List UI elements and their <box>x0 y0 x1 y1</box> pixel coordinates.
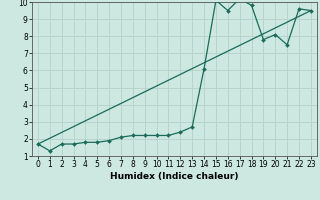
X-axis label: Humidex (Indice chaleur): Humidex (Indice chaleur) <box>110 172 239 181</box>
